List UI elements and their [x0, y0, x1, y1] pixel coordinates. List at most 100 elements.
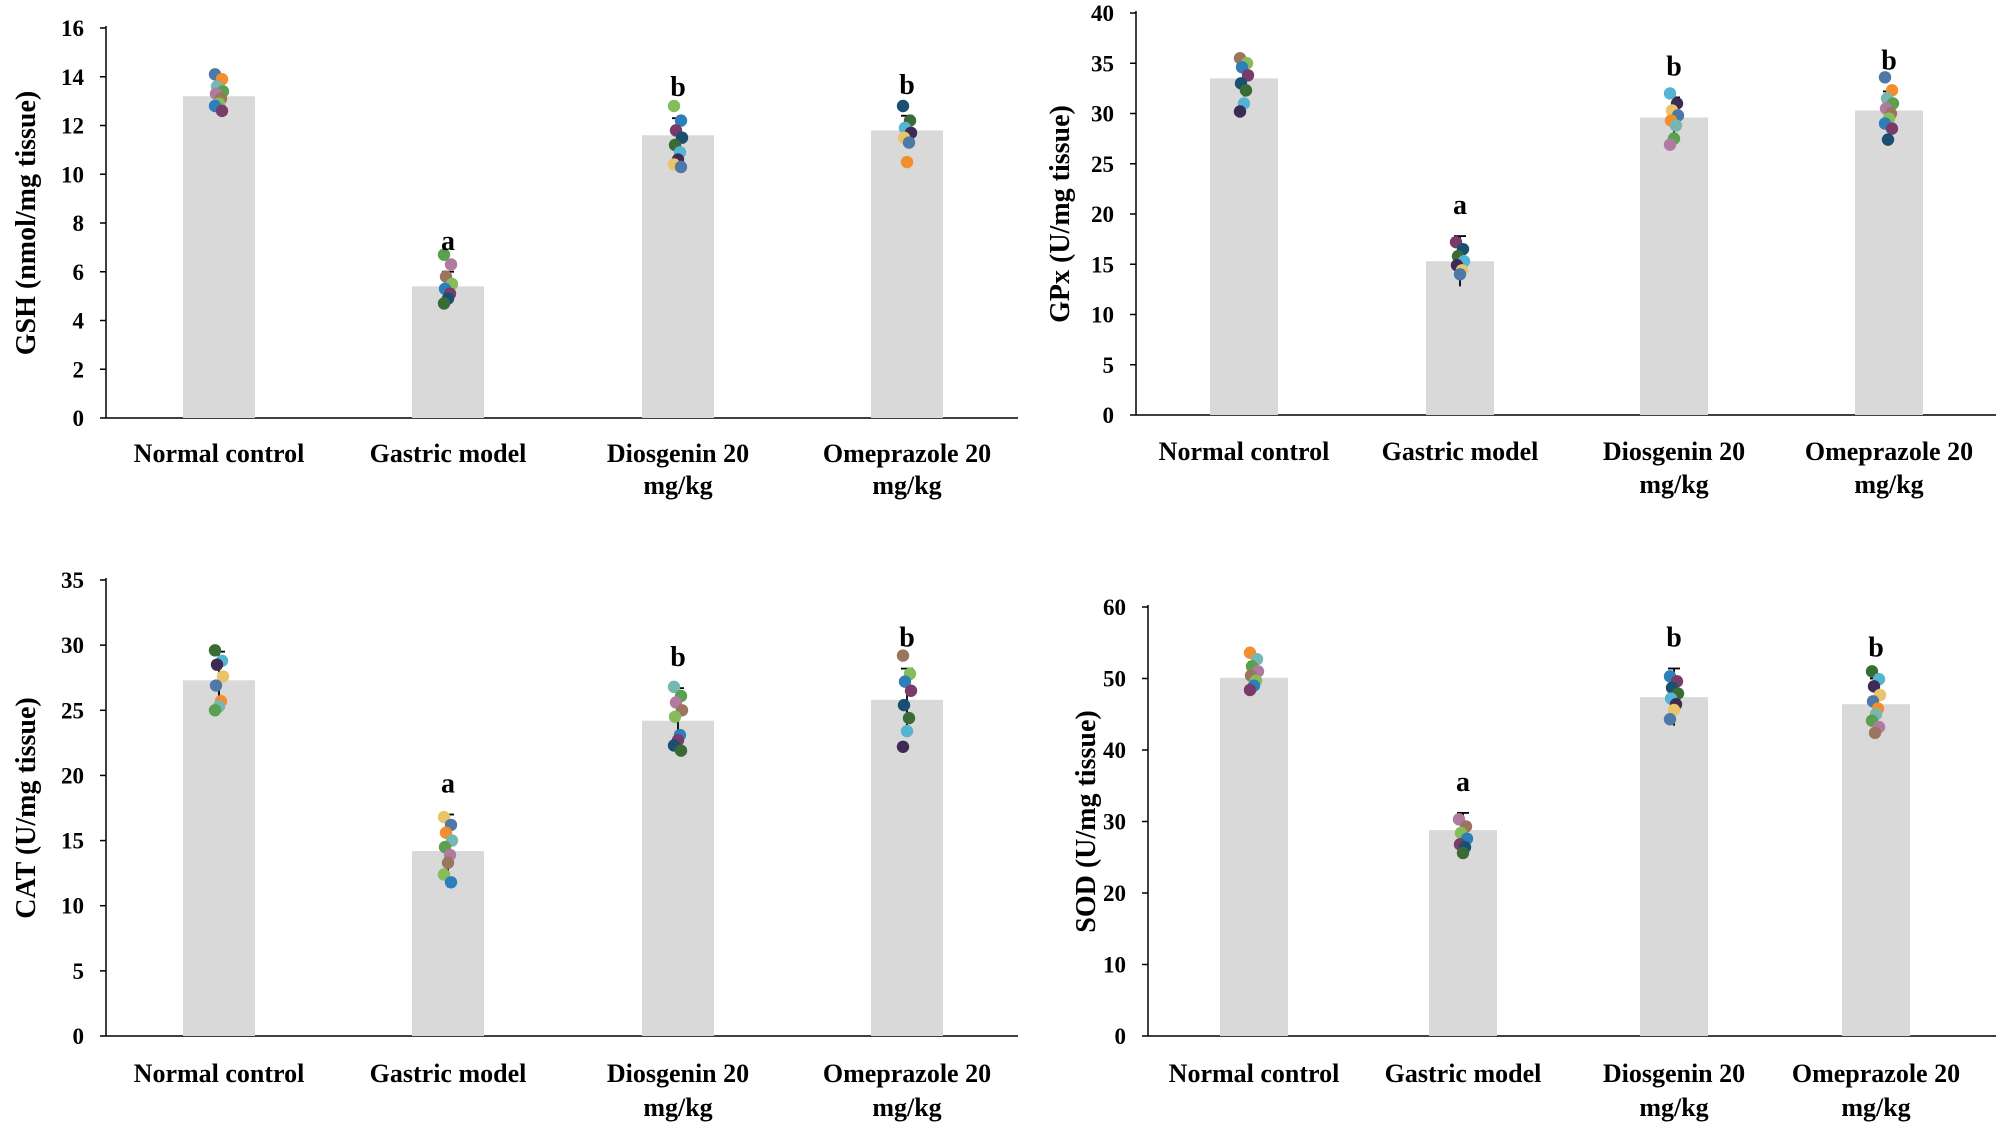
- bar: [183, 680, 255, 1036]
- significance-letter: a: [1453, 190, 1467, 221]
- y-tick-label: 0: [1103, 403, 1115, 428]
- bar: [1426, 261, 1494, 415]
- data-point: [898, 675, 912, 688]
- bar: [1842, 704, 1910, 1036]
- bar: [642, 135, 714, 418]
- data-point: [904, 684, 918, 697]
- data-point: [1453, 268, 1467, 281]
- y-tick-label: 16: [61, 16, 84, 41]
- bar: [183, 96, 255, 418]
- data-point: [444, 876, 458, 889]
- category-label-line2: mg/kg: [643, 471, 712, 500]
- category-label: Normal control: [1169, 1059, 1340, 1088]
- y-tick-label: 0: [73, 1024, 85, 1049]
- category-label-line2: mg/kg: [872, 471, 941, 500]
- sod-chart: 0 10 20 30 40 50 60 SOD (U/mg tissue) Normal con…: [1071, 595, 1996, 1122]
- y-tick-label: 25: [1091, 152, 1114, 177]
- y-tick-label: 20: [1091, 202, 1114, 227]
- bar: [642, 720, 714, 1036]
- data-point: [1867, 680, 1881, 693]
- category-label: Normal control: [134, 439, 305, 468]
- data-point: [1868, 726, 1882, 740]
- y-axis-title: SOD (U/mg tissue): [1071, 710, 1102, 932]
- y-tick-label: 35: [61, 568, 84, 593]
- y-tick-label: 10: [1091, 303, 1114, 328]
- significance-letter: a: [441, 769, 455, 800]
- category-label-line2: mg/kg: [1854, 470, 1923, 499]
- data-point: [896, 99, 910, 113]
- y-tick-label: 0: [73, 406, 85, 431]
- data-point: [674, 744, 688, 757]
- data-point: [216, 670, 230, 683]
- bar: [1429, 830, 1497, 1036]
- data-point: [674, 160, 688, 174]
- category-label: Gastric model: [370, 439, 527, 468]
- category-label-line2: mg/kg: [1841, 1093, 1910, 1122]
- category-label: Diosgenin 20: [1603, 437, 1745, 466]
- y-tick-label: 25: [61, 698, 84, 723]
- y-tick-label: 40: [1103, 738, 1126, 763]
- y-axis-title: CAT (U/mg tissue): [11, 697, 42, 918]
- data-point: [208, 644, 222, 657]
- data-point: [437, 297, 451, 310]
- data-point: [1239, 84, 1253, 97]
- data-point: [1663, 138, 1677, 151]
- significance-letter: b: [670, 642, 686, 673]
- data-point: [900, 724, 914, 738]
- data-point: [1243, 683, 1257, 697]
- category-label-line2: mg/kg: [1639, 470, 1708, 499]
- y-tick-label: 5: [73, 959, 85, 984]
- y-tick-label: 50: [1103, 667, 1126, 692]
- data-point: [437, 248, 451, 261]
- data-point: [896, 649, 910, 662]
- significance-letter: b: [1666, 51, 1682, 82]
- category-label: Omeprazole 20: [823, 1059, 991, 1088]
- y-tick-label: 10: [61, 162, 84, 187]
- category-label-line2: mg/kg: [1639, 1093, 1708, 1122]
- y-tick-label: 12: [61, 114, 84, 139]
- significance-letter: a: [441, 226, 455, 257]
- category-label: Diosgenin 20: [607, 1059, 749, 1088]
- y-tick-label: 40: [1091, 1, 1114, 26]
- category-label-line2: mg/kg: [643, 1093, 712, 1122]
- category-label-line2: mg/kg: [872, 1093, 941, 1122]
- y-tick-label: 20: [61, 763, 84, 788]
- data-point: [1233, 105, 1247, 118]
- y-tick-label: 35: [1091, 51, 1114, 76]
- bar: [871, 699, 943, 1036]
- data-point: [215, 104, 229, 118]
- category-label: Normal control: [1159, 437, 1330, 466]
- data-point: [902, 711, 916, 725]
- data-point: [896, 740, 910, 753]
- y-axis-title: GPx (U/mg tissue): [1045, 105, 1076, 323]
- data-point: [1881, 133, 1895, 146]
- data-point: [668, 710, 682, 723]
- data-point: [1241, 69, 1255, 82]
- y-tick-label: 14: [61, 65, 85, 90]
- y-tick-label: 15: [61, 829, 84, 854]
- significance-letter: b: [1881, 45, 1897, 76]
- bar: [1220, 677, 1288, 1036]
- bar: [1210, 78, 1278, 415]
- y-tick-label: 30: [1091, 102, 1114, 127]
- y-tick-label: 4: [73, 309, 85, 334]
- y-tick-label: 30: [61, 633, 84, 658]
- data-point: [441, 856, 455, 869]
- significance-letter: b: [1666, 622, 1682, 653]
- category-label: Normal control: [134, 1059, 305, 1088]
- significance-letter: b: [899, 623, 915, 654]
- data-point: [210, 658, 224, 671]
- gpx-chart: 0 5 10 15 20 25 30 35 40 GPx (U/mg tissue) Normal …: [1045, 1, 1996, 499]
- y-tick-label: 60: [1103, 595, 1126, 620]
- category-label: Diosgenin 20: [607, 439, 749, 468]
- category-label: Diosgenin 20: [1603, 1059, 1745, 1088]
- data-point: [900, 155, 914, 169]
- bar: [1640, 117, 1708, 416]
- data-point: [902, 136, 916, 149]
- bar: [1640, 697, 1708, 1036]
- bar: [412, 286, 484, 418]
- category-label: Omeprazole 20: [1805, 437, 1973, 466]
- data-point: [444, 258, 458, 271]
- data-point: [1663, 713, 1677, 726]
